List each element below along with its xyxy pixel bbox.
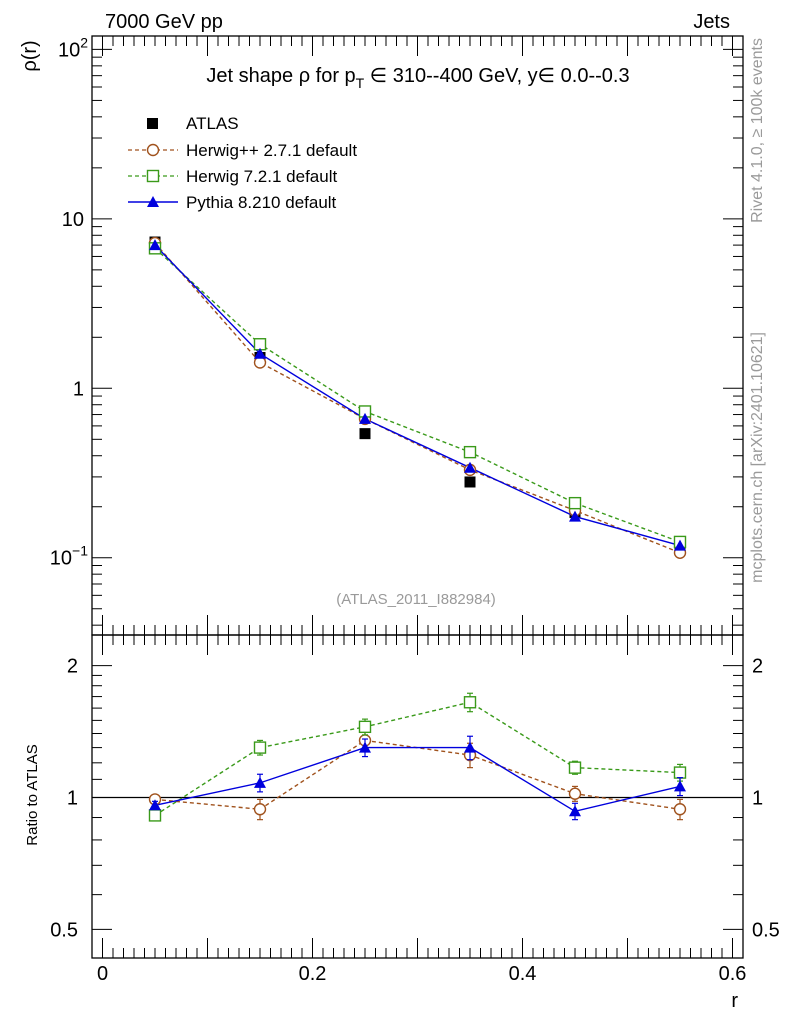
ratio-point-pythia-8-210-default <box>149 799 161 811</box>
ratio-y-tick-label-right: 2 <box>752 656 763 678</box>
ratio-point-herwig-2-7-1-default <box>568 787 582 800</box>
ratio-point-herwig-7-2-1-default <box>463 696 477 709</box>
ratio-point-pythia-8-210-default <box>254 776 266 788</box>
analysis-watermark: (ATLAS_2011_I882984) <box>336 591 496 608</box>
ratio-point-herwig-7-2-1-default <box>253 741 267 754</box>
ratio-line-pythia-8-210-default <box>154 746 681 813</box>
x-tick-label: 0.4 <box>509 963 537 985</box>
ratio-y-tick-label-left: 1 <box>67 787 78 809</box>
ratio-panel: Ratio to ATLAS 2 2 1 1 0.5 0.5 0 0.2 0.4 0.6 r <box>24 634 780 1012</box>
legend-label-herwigpp: Herwig++ 2.7.1 default <box>186 141 357 160</box>
main-y-tick-label: 10 <box>62 209 84 231</box>
x-tick-label: 0 <box>97 963 108 985</box>
ratio-y-tick-label-left: 0.5 <box>50 919 78 941</box>
main-point-herwig-7-2-1-default <box>568 496 582 510</box>
rivet-label: Rivet 4.1.0, ≥ 100k events <box>749 38 766 223</box>
x-axis-label: r <box>731 990 738 1012</box>
legend-entry-herwigpp: Herwig++ 2.7.1 default <box>128 141 357 160</box>
ratio-point-herwig-7-2-1-default <box>358 720 372 734</box>
legend-entry-pythia: Pythia 8.210 default <box>128 193 337 212</box>
legend-label-herwig7: Herwig 7.2.1 default <box>186 167 337 186</box>
legend: ATLAS Herwig++ 2.7.1 default Herwig 7.2.… <box>128 114 357 212</box>
ratio-y-tick-label-left: 2 <box>67 656 78 678</box>
title-prefix: Jet shape <box>206 65 298 87</box>
ratio-point-herwig-7-2-1-default <box>673 766 687 779</box>
legend-marker-atlas <box>147 118 158 129</box>
ratio-point-pythia-8-210-default <box>569 805 581 817</box>
title-sub: T <box>356 75 365 91</box>
main-y-tick-base: 10 <box>62 209 84 231</box>
ratio-ylabel: Ratio to ATLAS <box>24 744 41 845</box>
main-y-tick-base: 1 <box>73 378 84 400</box>
header-right: Jets <box>693 11 730 33</box>
title-for: for p <box>310 65 356 87</box>
legend-label-pythia: Pythia 8.210 default <box>186 193 337 212</box>
legend-label-atlas: ATLAS <box>186 114 239 133</box>
ratio-point-herwig-2-7-1-default <box>673 803 687 816</box>
header-left: 7000 GeV pp <box>105 11 223 33</box>
main-point-pythia-8-210-default <box>254 347 266 359</box>
title-rho: ρ <box>299 65 310 87</box>
main-x-ticks <box>102 36 733 635</box>
main-data <box>148 236 687 559</box>
main-point-pythia-8-210-default <box>464 461 476 473</box>
ratio-point-pythia-8-210-default <box>464 741 476 753</box>
legend-marker-pythia <box>147 196 159 207</box>
main-y-tick-base: 10 <box>50 548 72 570</box>
main-panel: ρ(r) Jet shape ρ for pT ∈ 310--400 GeV, … <box>19 34 744 636</box>
ratio-line-herwig-7-2-1-default <box>154 701 681 817</box>
legend-entry-herwig7: Herwig 7.2.1 default <box>128 167 337 186</box>
main-y-tick-base: 10 <box>58 39 80 61</box>
x-tick-label: 0.2 <box>299 963 327 985</box>
main-y-tick-label: 102 <box>58 34 88 61</box>
main-point-herwig-7-2-1-default <box>463 445 477 459</box>
main-point-pythia-8-210-default <box>359 412 371 424</box>
main-point-atlas <box>464 476 476 488</box>
main-point-atlas <box>359 428 371 440</box>
main-y-tick-exponent: −1 <box>72 543 88 559</box>
ratio-point-pythia-8-210-default <box>674 780 686 792</box>
ratio-y-tick-label-right: 0.5 <box>752 919 780 941</box>
ratio-line-herwig-2-7-1-default <box>154 739 681 810</box>
main-line-pythia-8-210-default <box>154 244 681 547</box>
x-tick-label: 0.6 <box>719 963 747 985</box>
main-point-pythia-8-210-default <box>569 510 581 522</box>
main-point-pythia-8-210-default <box>674 539 686 551</box>
main-title: Jet shape ρ for pT ∈ 310--400 GeV, y∈ 0.… <box>206 65 629 91</box>
legend-entry-atlas: ATLAS <box>147 114 239 133</box>
ratio-point-herwig-7-2-1-default <box>568 761 582 774</box>
ratio-frame <box>91 634 744 959</box>
title-range: ∈ 310--400 GeV, y∈ 0.0--0.3 <box>364 65 629 87</box>
main-y-tick-exponent: 2 <box>80 34 88 50</box>
main-point-pythia-8-210-default <box>149 239 161 251</box>
ratio-point-herwig-2-7-1-default <box>253 803 267 816</box>
legend-marker-herwigpp <box>146 143 160 157</box>
ratio-data <box>148 692 687 822</box>
main-ylabel: ρ(r) <box>19 40 41 71</box>
main-y-tick-label: 1 <box>73 378 84 400</box>
main-line-herwig-7-2-1-default <box>154 247 681 543</box>
mcplots-label: mcplots.cern.ch [arXiv:2401.10621] <box>749 332 766 583</box>
main-line-herwig-2-7-1-default <box>154 242 681 554</box>
ratio-point-herwig-7-2-1-default <box>148 809 162 822</box>
ratio-point-pythia-8-210-default <box>359 741 371 753</box>
ratio-y-tick-label-right: 1 <box>752 787 763 809</box>
main-y-tick-label: 10−1 <box>50 543 88 570</box>
legend-marker-herwig7 <box>146 169 160 183</box>
ratio-x-ticks: 0 0.2 0.4 0.6 <box>97 635 746 985</box>
